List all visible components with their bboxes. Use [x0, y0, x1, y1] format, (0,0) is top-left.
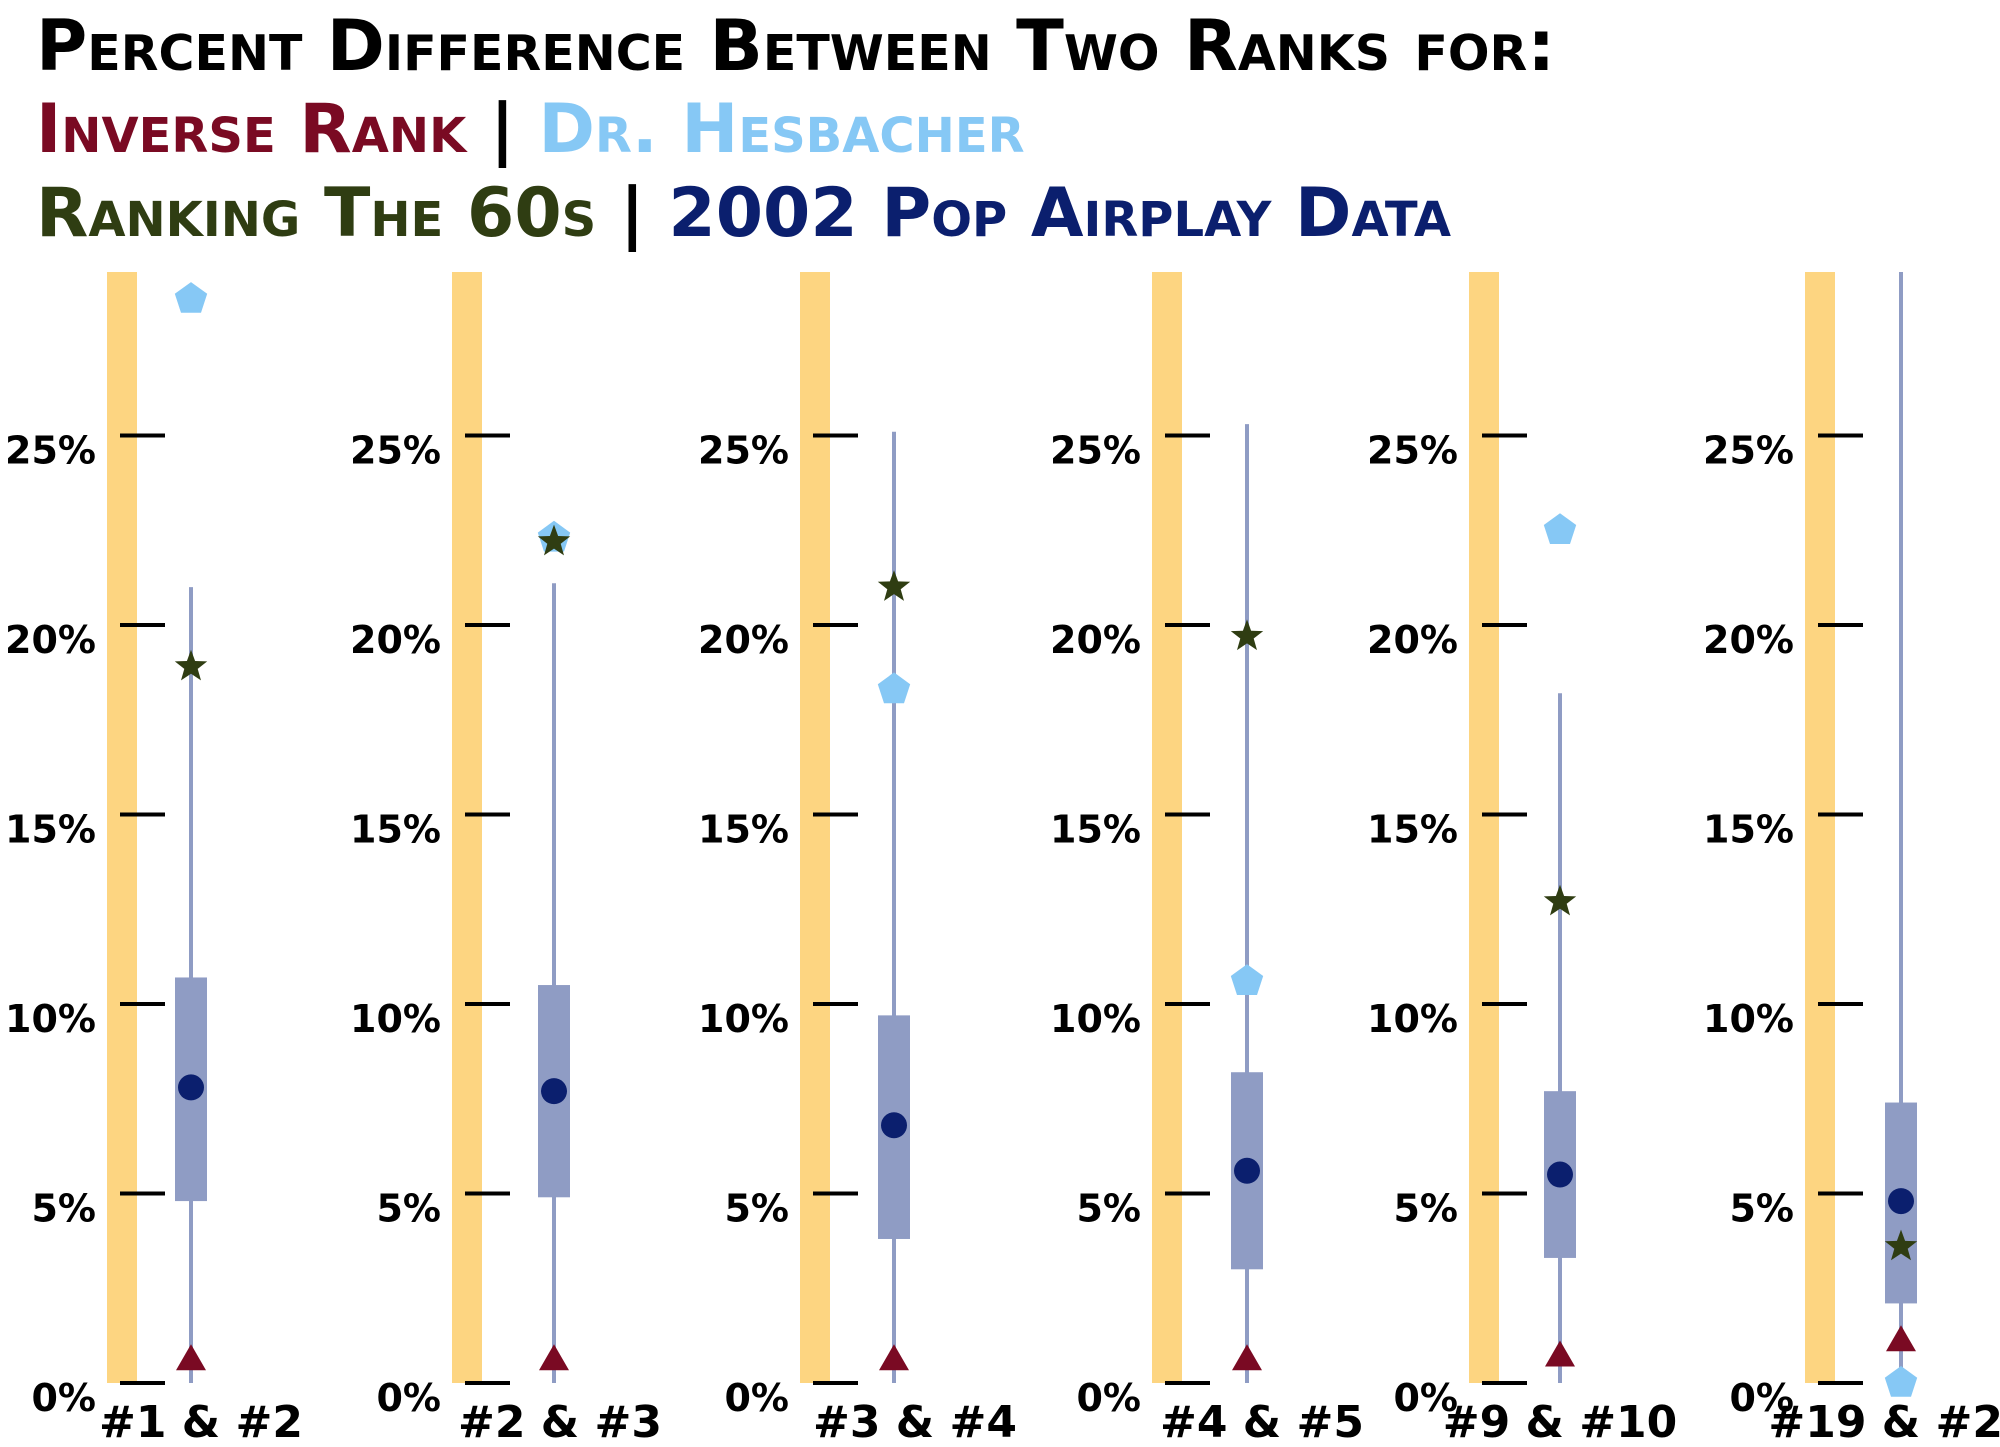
- ranking-60s-marker: [1884, 1229, 1918, 1261]
- y-tick-label: 5%: [1393, 1187, 1458, 1231]
- x-category-label: #19 & #20: [1768, 1397, 2000, 1447]
- y-tick-label: 15%: [350, 808, 441, 852]
- y-tick-label: 0%: [724, 1376, 789, 1420]
- legend-ranking-60s: Ranking The 60s: [36, 174, 597, 253]
- axis-band: [452, 272, 482, 1383]
- y-tick-label: 10%: [1367, 997, 1458, 1041]
- legend-row-2: Ranking The 60s | 2002 Pop Airplay Data: [36, 172, 1996, 256]
- y-tick-label: 15%: [1050, 808, 1141, 852]
- inverse-rank-marker: [539, 1344, 569, 1371]
- y-tick-label: 20%: [1050, 618, 1141, 662]
- y-tick-label: 20%: [1703, 618, 1794, 662]
- y-tick-label: 15%: [698, 808, 789, 852]
- y-tick-label: 10%: [1703, 997, 1794, 1041]
- x-category-label: #1 & #2: [99, 1397, 303, 1447]
- x-category-label: #9 & #10: [1443, 1397, 1678, 1447]
- title-block: Percent Difference Between Two Ranks for…: [36, 4, 1996, 256]
- y-tick-label: 0%: [1076, 1376, 1141, 1420]
- axis-band: [1469, 272, 1499, 1383]
- axis-band: [1152, 272, 1182, 1383]
- y-tick-label: 5%: [376, 1187, 441, 1231]
- inverse-rank-marker: [879, 1344, 909, 1371]
- hesbacher-marker: [1230, 964, 1264, 995]
- median-marker: [1888, 1188, 1914, 1215]
- median-marker: [1547, 1161, 1573, 1188]
- y-tick-label: 25%: [698, 429, 789, 473]
- y-tick-label: 15%: [5, 808, 96, 852]
- ranking-60s-marker: [537, 524, 571, 556]
- axis-band: [800, 272, 830, 1383]
- median-marker: [178, 1074, 204, 1101]
- ranking-60s-marker: [1230, 619, 1264, 651]
- legend-pop-airplay: 2002 Pop Airplay Data: [668, 174, 1452, 253]
- hesbacher-marker: [1543, 513, 1577, 544]
- legend-separator: |: [489, 90, 515, 169]
- x-category-label: #3 & #4: [813, 1397, 1017, 1447]
- y-tick-label: 25%: [1367, 429, 1458, 473]
- inverse-rank-marker: [1232, 1344, 1262, 1371]
- y-tick-label: 5%: [724, 1187, 789, 1231]
- y-tick-label: 5%: [1076, 1187, 1141, 1231]
- y-tick-label: 20%: [350, 618, 441, 662]
- y-tick-label: 25%: [1050, 429, 1141, 473]
- hesbacher-marker: [174, 282, 208, 313]
- legend-inverse-rank: Inverse Rank: [36, 90, 467, 169]
- y-tick-label: 5%: [31, 1187, 96, 1231]
- inverse-rank-marker: [1545, 1340, 1575, 1367]
- legend-row-1: Inverse Rank | Dr. Hesbacher: [36, 88, 1996, 172]
- y-tick-label: 20%: [1367, 618, 1458, 662]
- y-tick-label: 0%: [1393, 1376, 1458, 1420]
- x-category-label: #4 & #5: [1160, 1397, 1364, 1447]
- y-tick-label: 10%: [698, 997, 789, 1041]
- y-tick-label: 10%: [1050, 997, 1141, 1041]
- median-marker: [541, 1078, 567, 1105]
- inverse-rank-marker: [1886, 1325, 1916, 1352]
- hesbacher-marker: [877, 672, 911, 704]
- ranking-60s-marker: [174, 649, 208, 681]
- hesbacher-marker: [1884, 1366, 1918, 1397]
- axis-band: [107, 272, 137, 1383]
- median-marker: [1234, 1157, 1260, 1184]
- y-tick-label: 10%: [350, 997, 441, 1041]
- median-marker: [881, 1112, 907, 1139]
- y-tick-label: 5%: [1729, 1187, 1794, 1231]
- legend-hesbacher: Dr. Hesbacher: [538, 90, 1025, 169]
- chart-title: Percent Difference Between Two Ranks for…: [36, 5, 1556, 87]
- y-tick-label: 0%: [31, 1376, 96, 1420]
- ranking-60s-marker: [1543, 884, 1577, 916]
- legend-separator: |: [619, 174, 645, 253]
- y-tick-label: 10%: [5, 997, 96, 1041]
- y-tick-label: 20%: [5, 618, 96, 662]
- ranking-60s-marker: [877, 570, 911, 601]
- y-tick-label: 0%: [376, 1376, 441, 1420]
- axis-band: [1805, 272, 1835, 1383]
- x-category-label: #2 & #3: [458, 1397, 662, 1447]
- y-tick-label: 15%: [1703, 808, 1794, 852]
- y-tick-label: 25%: [5, 429, 96, 473]
- y-tick-label: 25%: [350, 429, 441, 473]
- y-tick-label: 20%: [698, 618, 789, 662]
- y-tick-label: 0%: [1729, 1376, 1794, 1420]
- inverse-rank-marker: [176, 1344, 206, 1371]
- y-tick-label: 25%: [1703, 429, 1794, 473]
- y-tick-label: 15%: [1367, 808, 1458, 852]
